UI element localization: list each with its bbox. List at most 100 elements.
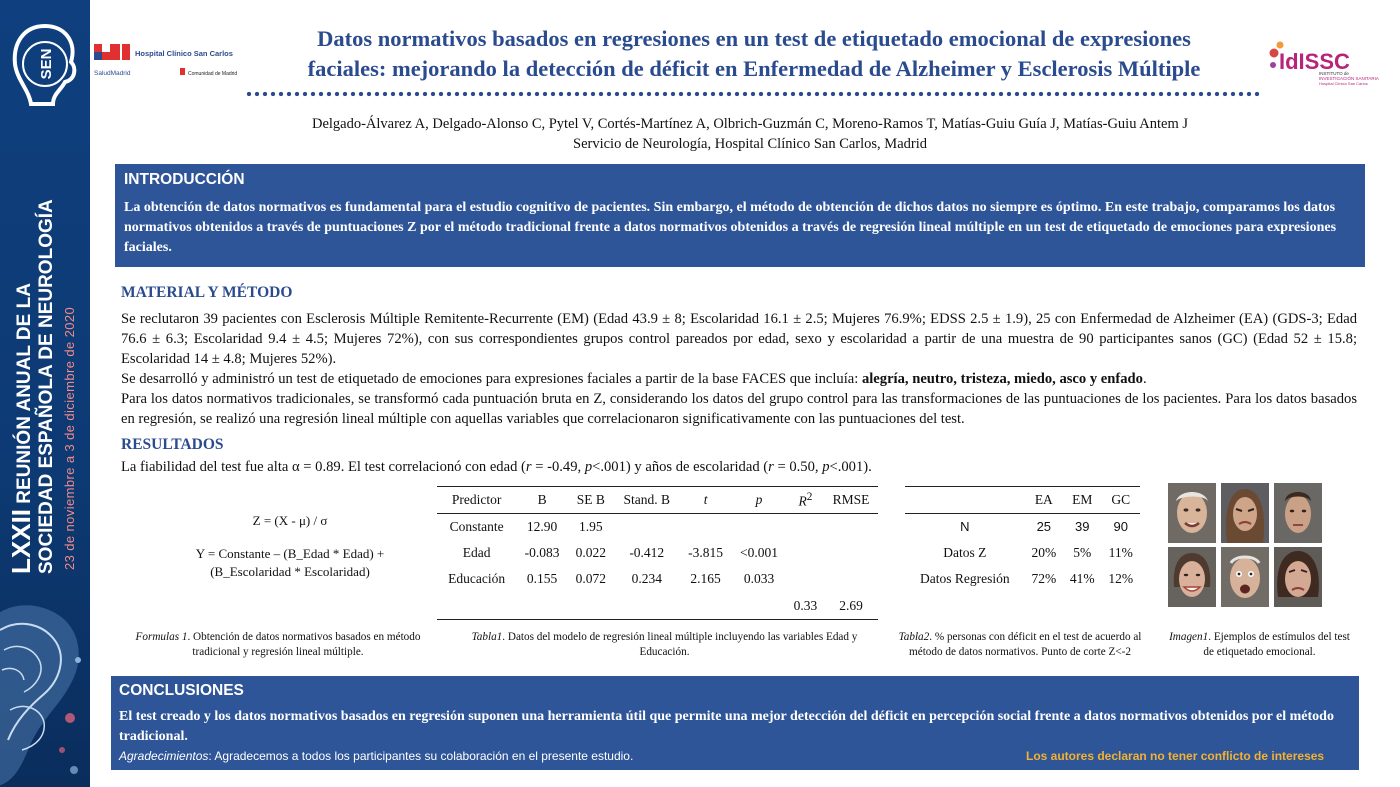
meeting-name: LXXII REUNIÓN ANUAL DE LA SOCIEDAD ESPAÑ… — [6, 154, 58, 574]
cell — [614, 513, 680, 540]
table-row: 0.33 2.69 — [437, 593, 878, 620]
col-group-label — [905, 487, 1025, 514]
cell: <0.001 — [740, 544, 779, 560]
idissc-sub3: Hospital Clínico San Carlos — [1319, 81, 1368, 86]
images-caption-label: Imagen1 — [1169, 631, 1209, 643]
results-text-b: = -0.49, — [531, 459, 585, 475]
table-row: Educación 0.155 0.072 0.234 2.165 0.033 — [437, 566, 878, 593]
authors-block: Delgado-Álvarez A, Delgado-Alonso C, Pyt… — [150, 114, 1350, 154]
conclusions-text: El test creado y los datos normativos ba… — [119, 709, 1334, 744]
cell: 0.155 — [526, 571, 558, 587]
conflict-of-interest-statement: Los autores declaran no tener conflicto … — [1026, 749, 1325, 763]
cell: Datos Z — [943, 544, 987, 560]
face-elderly-man-fear-image — [1221, 547, 1269, 607]
col-ea: EA — [1034, 491, 1053, 507]
col-b: B — [537, 491, 547, 507]
cell: 25 — [1036, 519, 1052, 534]
idissc-logo: IdISSC INSTITUTO de INVESTIGACIÓN SANITA… — [1269, 41, 1379, 86]
cell: Constante — [449, 518, 504, 534]
images-caption: Imagen1. Ejemplos de estímulos del test … — [1163, 630, 1356, 660]
col-r2-sup: 2 — [806, 490, 813, 503]
cell — [731, 513, 786, 540]
affiliation: Servicio de Neurología, Hospital Clínico… — [573, 136, 927, 152]
cell — [516, 593, 568, 620]
table-row: Datos Z 20% 5% 11% — [905, 540, 1140, 567]
col-stand-b: Stand. B — [623, 491, 670, 507]
sen-logo-text: SEN — [38, 49, 55, 80]
cell: 20% — [1031, 544, 1057, 560]
table-header-row: Predictor B SE B Stand. B t p R2 RMSE — [437, 486, 878, 514]
table1-caption-text: . Datos del modelo de regresión lineal m… — [502, 631, 858, 658]
method-paragraph-2: Se desarrolló y administró un test de et… — [121, 369, 1357, 389]
cell: 90 — [1113, 519, 1128, 534]
poster-title-line1: Datos normativos basados en regresiones … — [317, 26, 1191, 51]
authors-list: Delgado-Álvarez A, Delgado-Alonso C, Pyt… — [311, 116, 1189, 132]
col-r2: R2 — [787, 487, 824, 514]
images-caption-text: . Ejemplos de estímulos del test de etiq… — [1203, 631, 1350, 658]
cell: 0.072 — [575, 571, 606, 587]
cell — [824, 540, 878, 567]
cell — [680, 513, 732, 540]
cell — [787, 513, 824, 540]
table-row: Edad -0.083 0.022 -0.412 -3.815 <0.001 — [437, 540, 878, 567]
cell — [824, 513, 878, 540]
col-gc: GC — [1111, 491, 1131, 507]
method-p2-end: . — [1142, 371, 1147, 387]
cell: 5% — [1073, 544, 1092, 560]
face-woman-disgust-image — [1221, 483, 1269, 543]
cell: 39 — [1075, 519, 1090, 534]
acknowledgements-label: Agradecimientos — [119, 749, 209, 763]
results-text-c: <.001) y años de escolaridad ( — [592, 459, 769, 475]
col-t: t — [703, 491, 708, 507]
col-predictor: Predictor — [451, 491, 502, 507]
table2-caption-text: . % personas con déficit en el test de a… — [909, 631, 1142, 658]
cell — [787, 566, 824, 593]
results-text-e: <.001). — [829, 459, 872, 475]
hospital-name: Hospital Clínico San Carlos — [135, 49, 233, 58]
emotions-list: alegría, neutro, tristeza, miedo, asco y… — [861, 371, 1143, 387]
cell — [787, 540, 824, 567]
method-paragraph-1: Se reclutaron 39 pacientes con Esclerosi… — [121, 311, 1357, 367]
table1-caption: Tabla1. Datos del modelo de regresión li… — [462, 630, 867, 660]
results-r1: r — [525, 459, 532, 475]
results-text-a: La fiabilidad del test fue alta α = 0.89… — [121, 459, 526, 475]
formula-regression-line2: (B_Escolaridad * Escolaridad) — [210, 564, 370, 579]
cell: 0.33 — [793, 597, 818, 613]
face-man-neutral-image — [1274, 483, 1322, 543]
cell: 0.022 — [575, 544, 606, 560]
table1-caption-label: Tabla1 — [471, 631, 503, 643]
idissc-sub2: INVESTIGACIÓN SANITARIA — [1319, 75, 1379, 81]
results-heading: RESULTADOS — [121, 436, 224, 453]
formulas-caption-text: . Obtención de datos normativos basados … — [187, 631, 421, 658]
formulas-caption: Formulas 1. Obtención de datos normativo… — [116, 630, 440, 660]
cell: N — [960, 519, 970, 534]
cell: 2.69 — [839, 597, 863, 613]
method-paragraph-3: Para los datos normativos tradicionales,… — [121, 391, 1357, 427]
intro-heading: INTRODUCCIÓN — [124, 171, 245, 188]
cell: Edad — [462, 544, 491, 560]
results-text-d: = 0.50, — [773, 459, 823, 475]
acknowledgements-row: Agradecimientos: Agradecemos a todos los… — [119, 749, 1351, 767]
cell: -0.083 — [524, 544, 560, 560]
method-text: Se reclutaron 39 pacientes con Esclerosi… — [121, 309, 1357, 429]
poster-title-line2: faciales: mejorando la detección de défi… — [307, 56, 1201, 81]
salud-madrid-text: SaludMadrid — [94, 70, 131, 77]
face-woman-sad-image — [1274, 547, 1322, 607]
col-em: EM — [1072, 491, 1093, 507]
comunidad-madrid-text: Comunidad de Madrid — [188, 71, 237, 77]
poster-title: Datos normativos basados en regresiones … — [250, 24, 1258, 84]
formula-regression-line1: Y = Constante – (B_Edad * Edad) + — [195, 546, 385, 561]
cell — [568, 593, 614, 620]
regression-table: Predictor B SE B Stand. B t p R2 RMSE Co… — [437, 486, 878, 620]
sen-logo: SEN — [12, 23, 77, 106]
cell — [680, 593, 732, 620]
method-heading: MATERIAL Y MÉTODO — [121, 284, 293, 301]
hospital-logo: Hospital Clínico San Carlos SaludMadrid … — [94, 44, 237, 77]
idissc-name: IdISSC — [1279, 49, 1350, 74]
face-stimuli-grid — [1168, 483, 1323, 607]
left-banner: SEN LXXII REUNIÓN ANUAL DE LA SOCIEDAD E… — [0, 0, 90, 787]
cell: 12% — [1108, 571, 1134, 587]
conclusions-box: CONCLUSIONES El test creado y los datos … — [111, 676, 1359, 770]
meeting-line2: SOCIEDAD ESPAÑOLA DE NEUROLOGÍA — [36, 199, 57, 574]
formula-z: Z = (X - μ) / σ — [252, 513, 328, 528]
